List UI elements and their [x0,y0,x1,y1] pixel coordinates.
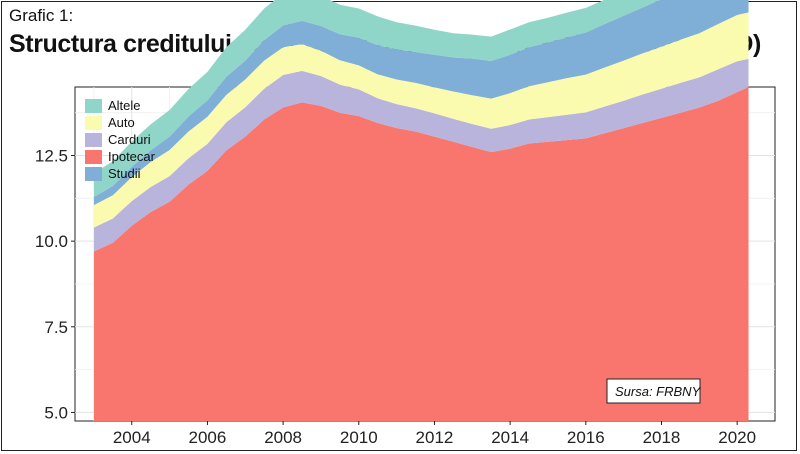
area-ipotecar [93,87,749,421]
legend-label-ipotecar: Ipotecar [108,149,156,164]
y-tick-label: 10.0 [35,232,68,251]
area-series [93,0,749,421]
legend-label-altele: Altele [108,98,141,113]
legend-label-auto: Auto [108,115,135,130]
source-box-border [606,378,701,404]
y-tick-label: 7.5 [44,318,68,337]
x-tick-label: 2012 [416,428,454,447]
area-altele [93,0,660,197]
figure-label: Grafic 1: [9,6,74,25]
x-tick-label: 2010 [340,428,378,447]
y-tick-label: 12.5 [35,147,68,166]
x-tick-label: 2020 [718,428,756,447]
legend-label-carduri: Carduri [108,132,151,147]
area-auto [93,12,749,228]
source-box: Sursa: FRBNY [606,378,702,404]
legend-swatch-auto [85,116,102,130]
y-tick-label: 5.0 [44,403,68,422]
x-tick-label: 2006 [189,428,227,447]
x-tick-label: 2016 [567,428,605,447]
legend-swatch-ipotecar [85,150,102,164]
x-tick-label: 2014 [491,428,529,447]
x-tick-label: 2008 [264,428,302,447]
axes: 2004 2006 2008 2010 2012 2014 2016 2018 2020 5.0 7… [35,147,756,447]
x-tick-label: 2018 [643,428,681,447]
legend-swatch-carduri [85,133,102,147]
legend-swatch-studii [85,167,102,181]
legend-label-studii: Studii [108,166,141,181]
x-tick-label: 2004 [113,428,151,447]
legend: Altele Auto Carduri Ipotecar Studii [85,98,156,181]
legend-swatch-altele [85,99,102,113]
area-studii [93,0,749,206]
source-label: Sursa: FRBNY [615,384,702,399]
area-carduri [93,58,749,252]
